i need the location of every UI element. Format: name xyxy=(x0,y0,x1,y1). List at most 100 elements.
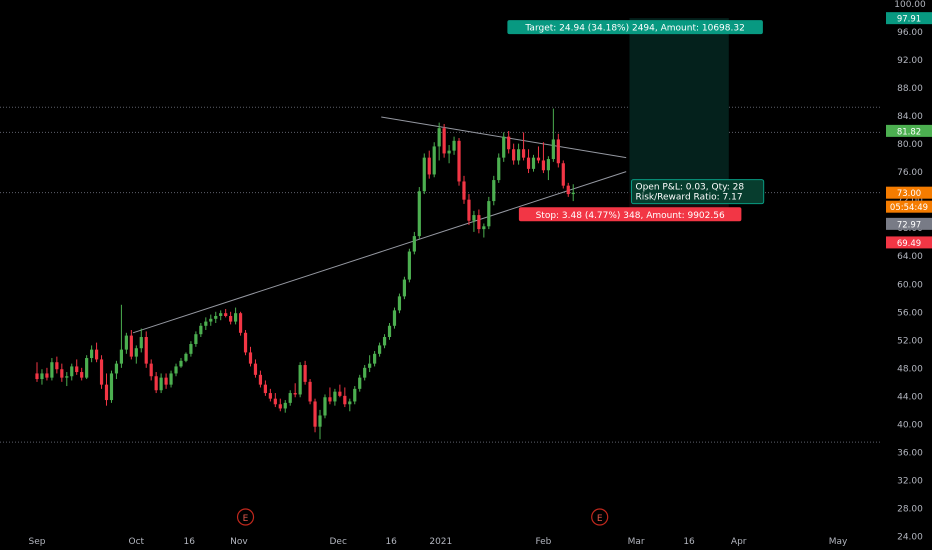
price-badge-text: 73.00 xyxy=(897,189,921,199)
candle xyxy=(566,182,570,197)
candle-body xyxy=(323,397,327,416)
time-axis[interactable]: Sep Oct 16 Nov Dec 16 2021 Feb Mar 16 Apr May xyxy=(29,537,848,547)
candle-body xyxy=(129,335,133,357)
candle xyxy=(94,342,99,363)
candle xyxy=(65,372,69,387)
candle-body xyxy=(109,373,114,401)
price-tick-label: 44.00 xyxy=(897,392,923,402)
candle xyxy=(109,370,114,403)
price-badge-text: 05:54:49 xyxy=(890,203,928,213)
candle-body xyxy=(35,373,39,380)
candle-body xyxy=(457,140,461,182)
price-tick-label: 76.00 xyxy=(897,168,923,178)
candle-body xyxy=(526,157,531,169)
candle-body xyxy=(204,321,208,326)
candle xyxy=(328,387,332,405)
candle-body xyxy=(229,315,233,322)
candle-body xyxy=(407,251,411,280)
candle-body xyxy=(397,296,402,311)
earnings-marker-0[interactable]: E xyxy=(236,508,255,526)
candle-body xyxy=(50,362,54,378)
earnings-marker-1[interactable]: E xyxy=(591,508,609,526)
candle xyxy=(358,374,362,392)
candlestick-series xyxy=(35,108,575,440)
candle xyxy=(313,398,317,433)
earnings-circle[interactable] xyxy=(236,508,255,526)
candle-body xyxy=(422,157,426,192)
candle xyxy=(293,383,297,398)
earnings-circle[interactable] xyxy=(591,508,609,526)
time-tick-label: May xyxy=(829,537,848,547)
earnings-label: E xyxy=(597,514,603,524)
price-tick-label: 28.00 xyxy=(897,504,923,514)
candle-body xyxy=(144,337,148,364)
target-label-bg xyxy=(507,20,763,35)
candle xyxy=(169,370,173,388)
candle xyxy=(50,358,54,381)
candle xyxy=(507,131,511,154)
trendline-support[interactable] xyxy=(132,171,627,334)
candle xyxy=(129,330,133,360)
candle xyxy=(521,132,526,161)
candle-body xyxy=(258,374,263,385)
price-badge-bg xyxy=(886,217,932,230)
candle xyxy=(209,314,213,326)
candle xyxy=(283,400,287,413)
candle xyxy=(497,153,501,183)
long-position-tool[interactable] xyxy=(629,18,729,218)
candle-body xyxy=(368,363,372,368)
candle-body xyxy=(124,335,128,350)
candle xyxy=(224,308,228,318)
candle xyxy=(219,310,223,321)
candle xyxy=(199,322,203,338)
candle xyxy=(333,388,337,406)
candle xyxy=(551,108,555,162)
candle xyxy=(338,384,342,398)
candle-body xyxy=(358,377,362,389)
candle xyxy=(134,345,138,364)
candle-body xyxy=(541,160,546,171)
candle-body xyxy=(194,334,198,345)
candle xyxy=(467,194,471,225)
candle-body xyxy=(492,180,496,202)
candle xyxy=(412,231,416,255)
candle-body xyxy=(99,359,104,385)
candle xyxy=(377,342,382,357)
candle xyxy=(517,143,521,165)
target-zone[interactable] xyxy=(629,18,729,193)
candle-body xyxy=(477,215,481,230)
price-tick-label: 92.00 xyxy=(897,56,923,66)
horizontal-lines xyxy=(0,106,882,443)
candle-body xyxy=(288,393,292,403)
time-tick-label: Nov xyxy=(230,537,248,547)
candle xyxy=(229,311,233,325)
price-badge-bg xyxy=(886,186,932,199)
candle xyxy=(55,356,59,374)
candle xyxy=(154,372,158,394)
candle xyxy=(268,388,272,402)
price-tick-label: 80.00 xyxy=(897,140,923,150)
time-tick-label: Oct xyxy=(129,537,145,547)
candle-body xyxy=(80,372,84,378)
candle-body xyxy=(392,310,397,326)
candle xyxy=(214,311,218,323)
candle xyxy=(492,175,496,206)
candle xyxy=(382,334,387,349)
candle xyxy=(407,248,411,283)
candle-body xyxy=(179,360,183,367)
time-tick-label: Apr xyxy=(731,537,747,547)
candle xyxy=(104,373,109,406)
candle-body xyxy=(338,391,342,396)
candle-body xyxy=(184,353,188,361)
price-badge-bg xyxy=(886,236,932,249)
candle xyxy=(353,386,357,405)
candle xyxy=(452,136,456,155)
candle-body xyxy=(85,358,89,378)
candle-body xyxy=(512,149,516,161)
candle xyxy=(144,331,148,368)
candle xyxy=(512,143,516,165)
time-tick-label: 16 xyxy=(184,537,196,547)
candle-body xyxy=(169,373,173,385)
